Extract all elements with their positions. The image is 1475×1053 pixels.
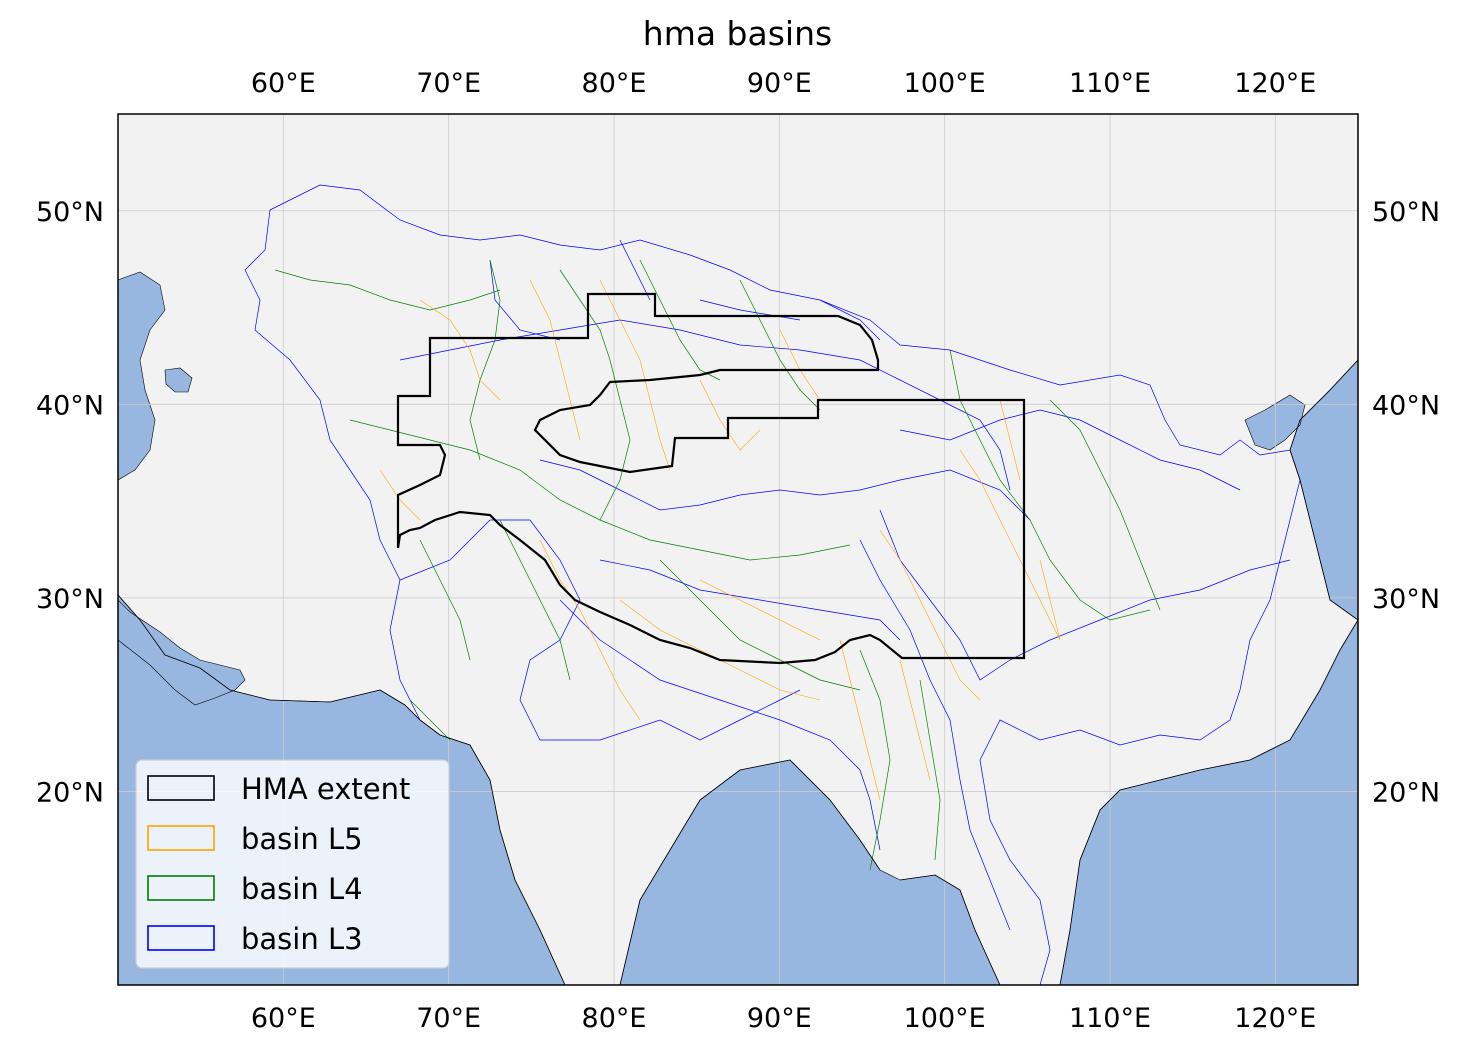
lon-tick-label-bottom: 110°E	[1069, 1003, 1151, 1034]
latitude-ticks-left: 20°N 30°N 40°N 50°N	[36, 197, 104, 809]
map-frame	[117, 113, 1359, 986]
basin-l3-indus	[399, 519, 801, 741]
longitude-ticks-top: 60°E 70°E 80°E 90°E 100°E 110°E 120°E	[251, 68, 1317, 99]
legend-box	[135, 759, 450, 969]
basin-l4-lines-c	[949, 349, 1161, 621]
basin-l3-north	[489, 239, 881, 341]
coastline-india	[404, 704, 881, 985]
latitude-ticks-right: 20°N 30°N 40°N 50°N	[1372, 197, 1440, 809]
lon-tick-label-top: 90°E	[747, 68, 812, 99]
legend-label-basin-l3: basin L3	[241, 922, 363, 956]
basin-l5-lines-d	[839, 559, 1061, 801]
basin-l4-lines-b	[349, 419, 861, 691]
longitude-ticks-bottom: 60°E 70°E 80°E 90°E 100°E 110°E 120°E	[251, 1003, 1317, 1034]
lon-tick-label-top: 100°E	[904, 68, 986, 99]
lat-tick-label-left: 40°N	[36, 390, 104, 421]
lon-tick-label-bottom: 90°E	[747, 1003, 812, 1034]
coastline-middle-east	[118, 594, 406, 706]
lon-tick-label-bottom: 60°E	[251, 1003, 316, 1034]
basin-l3-ganges	[559, 599, 881, 851]
lon-tick-label-top: 80°E	[582, 68, 647, 99]
lon-tick-label-top: 70°E	[416, 68, 481, 99]
lat-tick-label-right: 20°N	[1372, 777, 1440, 808]
lat-tick-label-right: 50°N	[1372, 197, 1440, 228]
persian-gulf	[118, 599, 246, 706]
basin-l3-mekong	[859, 539, 1011, 931]
lat-tick-label-left: 50°N	[36, 197, 104, 228]
coastline-layer	[118, 359, 1358, 985]
legend-swatch-basin-l3	[147, 925, 215, 951]
legend-swatch-basin-l4	[147, 875, 215, 901]
basin-l3-yangtze	[879, 509, 1291, 681]
hma-extent-outline	[396, 292, 1026, 665]
lon-tick-label-bottom: 100°E	[904, 1003, 986, 1034]
lon-tick-label-top: 120°E	[1234, 68, 1316, 99]
lon-tick-label-top: 60°E	[251, 68, 316, 99]
legend-label-basin-l5: basin L5	[241, 822, 363, 856]
lat-tick-label-right: 40°N	[1372, 390, 1440, 421]
aral-sea	[164, 367, 193, 393]
caspian-sea	[118, 271, 166, 481]
basin-l3-west	[244, 209, 421, 721]
basin-l5-lines-c	[879, 399, 1061, 701]
basin-l4-layer	[274, 259, 1161, 871]
basin-l3-outline	[269, 184, 1301, 985]
coastline-southeast-asia	[899, 619, 1358, 985]
lon-tick-label-bottom: 70°E	[416, 1003, 481, 1034]
basin-l3-yellow	[899, 409, 1241, 491]
basin-l5-lines-b	[379, 469, 821, 721]
legend: HMA extent basin L5 basin L4 basin L3	[135, 759, 450, 969]
basin-l3-layer	[244, 184, 1301, 985]
map-title: hma basins	[642, 14, 833, 53]
lat-tick-label-left: 30°N	[36, 584, 104, 615]
legend-label-hma-extent: HMA extent	[241, 772, 410, 806]
lat-tick-label-right: 30°N	[1372, 584, 1440, 615]
lon-tick-label-bottom: 80°E	[582, 1003, 647, 1034]
legend-swatch-hma-extent	[147, 775, 215, 801]
legend-label-basin-l4: basin L4	[241, 872, 363, 906]
coastline-china-east	[1289, 359, 1358, 621]
basin-l3-plateau	[539, 459, 1031, 641]
basin-l4-lines-d	[409, 539, 941, 871]
lon-tick-label-top: 110°E	[1069, 68, 1151, 99]
lon-tick-label-bottom: 120°E	[1234, 1003, 1316, 1034]
basin-l4-lines-a	[274, 259, 821, 521]
legend-swatch-basin-l5	[147, 825, 215, 851]
lat-tick-label-left: 20°N	[36, 777, 104, 808]
